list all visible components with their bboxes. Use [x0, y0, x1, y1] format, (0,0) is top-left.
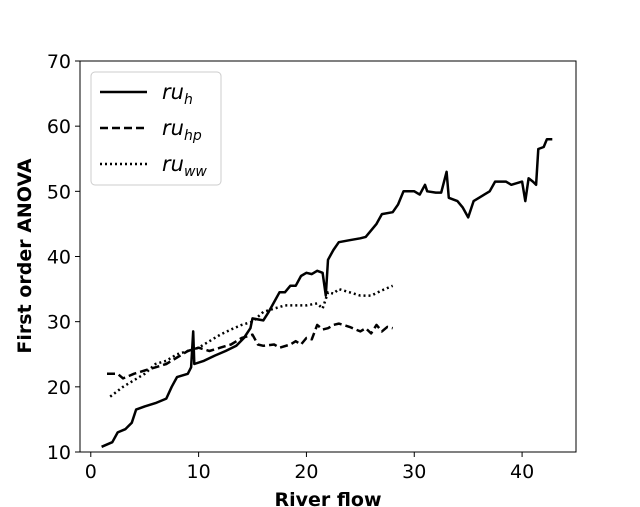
x-tick-label: 0 [85, 461, 97, 483]
legend: ruh ruhp ruww [90, 71, 222, 186]
y-tick-label: 70 [47, 51, 71, 73]
y-tick-label: 30 [47, 312, 71, 334]
y-tick-label: 60 [47, 116, 71, 138]
y-tick-label: 10 [47, 442, 71, 464]
y-axis: 10 20 30 40 50 60 70 [47, 51, 80, 464]
y-tick-label: 40 [47, 247, 71, 269]
x-axis: 0 10 20 30 40 [85, 452, 534, 483]
series-line-ru-hp [107, 322, 393, 380]
legend-label-ru-ww: ruww [162, 152, 207, 180]
series-line-ru-ww [109, 284, 394, 398]
series-line-ru-h [101, 137, 553, 448]
legend-label-ru-hp: ruhp [162, 116, 202, 144]
y-tick-label: 50 [47, 181, 71, 203]
x-tick-label: 20 [294, 461, 318, 483]
x-tick-label: 30 [402, 461, 426, 483]
x-tick-label: 10 [187, 461, 211, 483]
y-tick-label: 20 [47, 377, 71, 399]
y-axis-title: First order ANOVA [14, 158, 36, 353]
legend-label-ru-h: ruh [162, 80, 193, 108]
legend-box [90, 71, 222, 186]
x-axis-title: River flow [274, 489, 381, 507]
series-layer [101, 137, 553, 448]
x-tick-label: 40 [510, 461, 534, 483]
